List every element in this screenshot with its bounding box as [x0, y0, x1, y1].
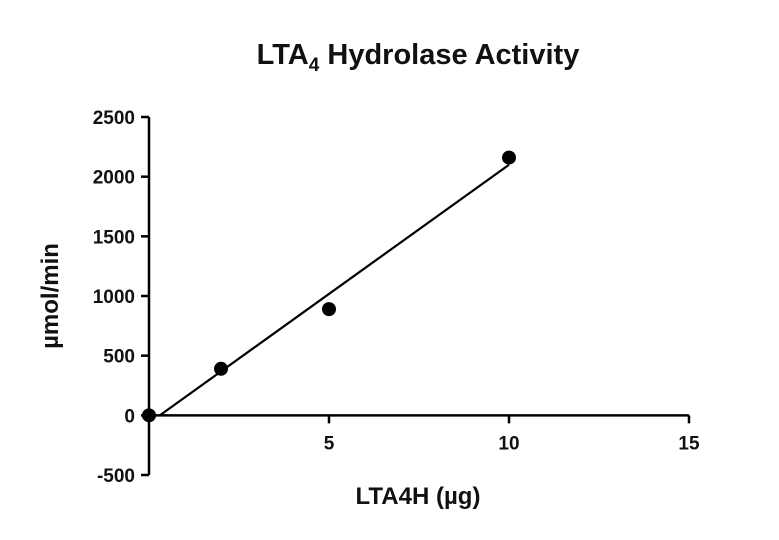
- chart-title: LTA4 Hydrolase Activity: [257, 39, 580, 76]
- x-tick-label: 5: [324, 433, 335, 454]
- y-tick-label: 2000: [93, 168, 135, 189]
- x-tick-label: 15: [678, 433, 700, 454]
- chart-title-rest: Hydrolase Activity: [319, 39, 579, 71]
- chart-title-subscript: 4: [309, 55, 320, 76]
- y-tick-label: 1000: [93, 287, 135, 308]
- data-point: [142, 408, 156, 423]
- y-tick-label: 2500: [93, 108, 135, 129]
- x-tick-label: 10: [498, 433, 519, 454]
- x-axis-label: LTA4H (µg): [356, 483, 481, 510]
- y-axis-label: µmol/min: [37, 243, 64, 349]
- y-axis: -500 0 500 1000 1500 2000 2500: [93, 108, 151, 487]
- y-tick-label: 0: [124, 406, 135, 427]
- data-point: [502, 150, 516, 165]
- points-layer: [142, 150, 516, 423]
- x-axis: 5 10 15: [149, 414, 700, 454]
- chart-title-main: LTA: [257, 39, 309, 71]
- data-point: [322, 302, 336, 317]
- fit-line: [159, 163, 510, 417]
- data-point: [214, 361, 228, 376]
- y-tick-label: -500: [97, 466, 135, 487]
- y-tick-label: 1500: [93, 227, 135, 248]
- fit-layer: [159, 163, 510, 417]
- y-tick-label: 500: [103, 347, 135, 368]
